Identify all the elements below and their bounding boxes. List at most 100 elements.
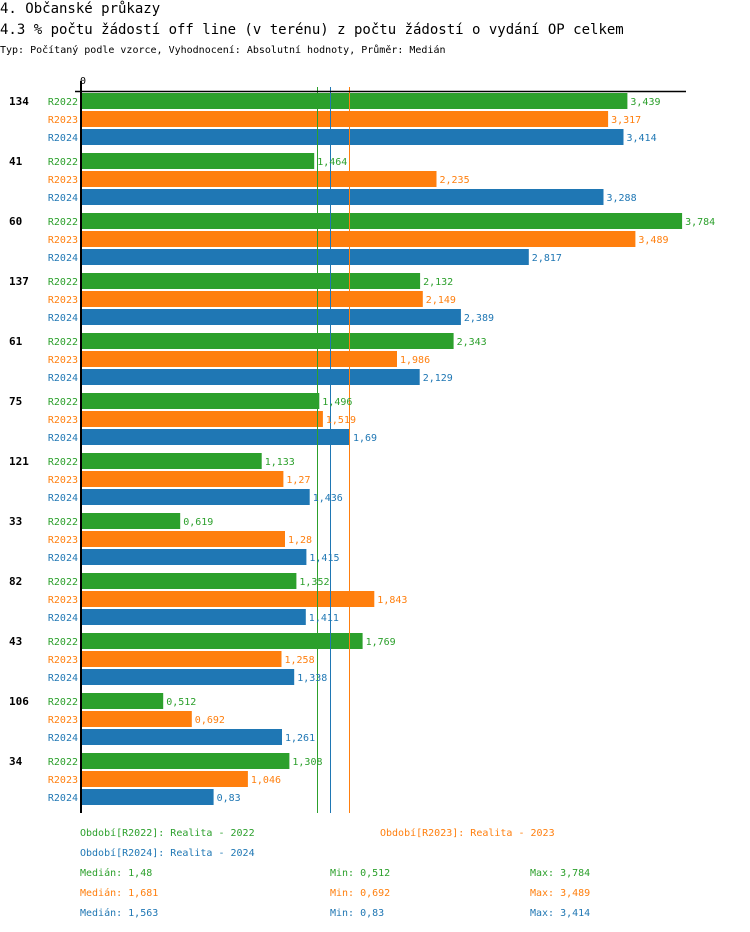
series-label: R2022 bbox=[48, 637, 78, 648]
series-label: R2022 bbox=[48, 457, 78, 468]
series-label: R2023 bbox=[48, 295, 78, 306]
series-label: R2022 bbox=[48, 397, 78, 408]
max-r2024: Max: 3,414 bbox=[530, 908, 591, 919]
category-label: 134 bbox=[9, 95, 29, 108]
category-label: 43 bbox=[9, 635, 22, 648]
bar bbox=[82, 513, 181, 529]
value-label: 1,69 bbox=[353, 433, 377, 444]
value-label: 2,129 bbox=[423, 373, 453, 384]
value-label: 2,235 bbox=[440, 175, 470, 186]
value-label: 3,784 bbox=[685, 217, 715, 228]
value-label: 3,414 bbox=[627, 133, 657, 144]
bar bbox=[82, 531, 285, 547]
value-label: 1,27 bbox=[286, 475, 310, 486]
category-label: 106 bbox=[9, 695, 29, 708]
value-label: 2,389 bbox=[464, 313, 494, 324]
bar bbox=[82, 333, 454, 349]
value-label: 1,261 bbox=[285, 733, 315, 744]
value-label: 1,986 bbox=[400, 355, 430, 366]
bar bbox=[82, 429, 350, 445]
bar bbox=[82, 273, 421, 289]
series-label: R2024 bbox=[48, 313, 78, 324]
bar bbox=[82, 729, 282, 745]
bar bbox=[82, 693, 164, 709]
series-label: R2024 bbox=[48, 433, 78, 444]
bar bbox=[82, 411, 323, 427]
series-label: R2023 bbox=[48, 715, 78, 726]
value-label: 1,352 bbox=[299, 577, 329, 588]
bar bbox=[82, 171, 437, 187]
x-tick-label: 0 bbox=[80, 76, 86, 87]
value-label: 0,512 bbox=[166, 697, 196, 708]
series-label: R2024 bbox=[48, 373, 78, 384]
bar bbox=[82, 591, 375, 607]
min-r2023: Min: 0,692 bbox=[330, 888, 391, 899]
bar bbox=[82, 609, 306, 625]
median-r2022: Medián: 1,48 bbox=[80, 868, 153, 879]
bar bbox=[82, 453, 262, 469]
series-label: R2024 bbox=[48, 253, 78, 264]
bar bbox=[82, 213, 683, 229]
max-r2023: Max: 3,489 bbox=[530, 888, 591, 899]
value-label: 1,843 bbox=[377, 595, 407, 606]
bar bbox=[82, 291, 423, 307]
series-label: R2022 bbox=[48, 757, 78, 768]
series-label: R2023 bbox=[48, 415, 78, 426]
category-label: 33 bbox=[9, 515, 22, 528]
value-label: 1,338 bbox=[297, 673, 327, 684]
series-label: R2024 bbox=[48, 793, 78, 804]
value-label: 0,692 bbox=[195, 715, 225, 726]
value-label: 1,133 bbox=[265, 457, 295, 468]
chart-title: 4.3 % počtu žádostí off line (v terénu) … bbox=[0, 22, 624, 38]
value-label: 1,464 bbox=[317, 157, 347, 168]
max-r2022: Max: 3,784 bbox=[530, 868, 591, 879]
series-label: R2023 bbox=[48, 595, 78, 606]
series-label: R2024 bbox=[48, 613, 78, 624]
value-label: 1,046 bbox=[251, 775, 281, 786]
series-label: R2023 bbox=[48, 355, 78, 366]
series-label: R2023 bbox=[48, 175, 78, 186]
bar bbox=[82, 129, 624, 145]
category-label: 137 bbox=[9, 275, 29, 288]
legend-period-r2022: Období[R2022]: Realita - 2022 bbox=[80, 828, 255, 839]
series-label: R2022 bbox=[48, 277, 78, 288]
value-label: 0,619 bbox=[183, 517, 213, 528]
chart-subtitle: Typ: Počítaný podle vzorce, Vyhodnocení:… bbox=[0, 45, 446, 56]
series-label: R2022 bbox=[48, 97, 78, 108]
series-label: R2022 bbox=[48, 337, 78, 348]
bar bbox=[82, 309, 461, 325]
series-label: R2022 bbox=[48, 517, 78, 528]
series-label: R2024 bbox=[48, 193, 78, 204]
series-label: R2023 bbox=[48, 535, 78, 546]
bar bbox=[82, 549, 307, 565]
value-label: 3,317 bbox=[611, 115, 641, 126]
value-label: 1,769 bbox=[366, 637, 396, 648]
bar bbox=[82, 153, 315, 169]
section-title: 4. Občanské průkazy bbox=[0, 1, 161, 17]
series-label: R2024 bbox=[48, 493, 78, 504]
bar bbox=[82, 393, 320, 409]
series-label: R2022 bbox=[48, 577, 78, 588]
value-label: 1,415 bbox=[309, 553, 339, 564]
bar bbox=[82, 93, 628, 109]
bar bbox=[82, 633, 363, 649]
value-label: 3,288 bbox=[607, 193, 637, 204]
bar bbox=[82, 351, 397, 367]
value-label: 2,149 bbox=[426, 295, 456, 306]
bar-chart: 0 134 R2022 R2023 R2024 41 R2022 R2023 R2024 60 R2… bbox=[9, 76, 715, 813]
bar bbox=[82, 771, 248, 787]
category-label: 61 bbox=[9, 335, 23, 348]
median-r2024: Medián: 1,563 bbox=[80, 908, 159, 919]
value-label: 3,439 bbox=[630, 97, 660, 108]
bar bbox=[82, 573, 297, 589]
min-r2022: Min: 0,512 bbox=[330, 868, 391, 879]
category-label: 60 bbox=[9, 215, 22, 228]
category-label: 121 bbox=[9, 455, 29, 468]
series-label: R2023 bbox=[48, 235, 78, 246]
series-label: R2023 bbox=[48, 775, 78, 786]
category-label: 82 bbox=[9, 575, 22, 588]
value-label: 2,343 bbox=[457, 337, 487, 348]
series-label: R2024 bbox=[48, 133, 78, 144]
series-label: R2023 bbox=[48, 115, 78, 126]
bar bbox=[82, 369, 420, 385]
